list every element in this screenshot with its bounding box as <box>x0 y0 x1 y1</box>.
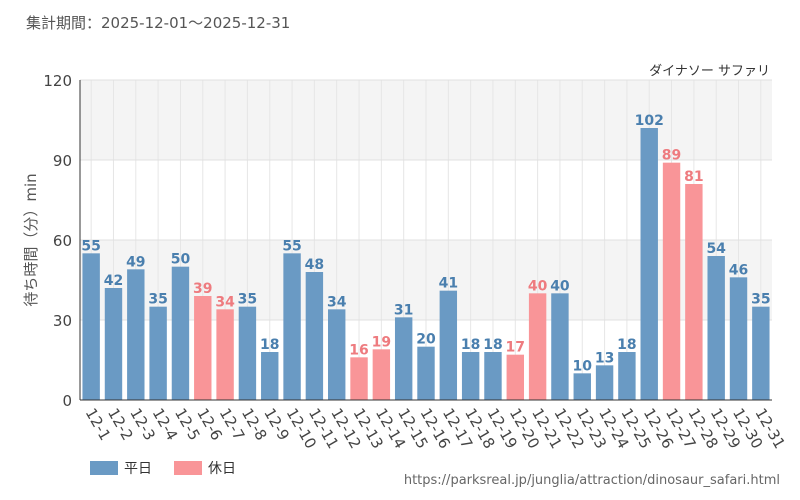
value-label: 18 <box>617 337 636 353</box>
bar-12-8 <box>238 306 257 400</box>
value-label: 18 <box>260 337 279 353</box>
value-label: 40 <box>550 278 570 294</box>
value-label: 10 <box>573 358 593 374</box>
bar-12-20 <box>506 354 524 400</box>
y-tick-label: 0 <box>62 392 72 410</box>
value-label: 54 <box>706 241 726 257</box>
bar-12-9 <box>261 352 279 400</box>
bar-12-23 <box>573 373 591 400</box>
bar-12-24 <box>595 365 614 400</box>
value-label: 18 <box>483 337 502 353</box>
chart-subtitle: ダイナソー サファリ <box>649 64 770 79</box>
y-axis-label: 待ち時間（分）min <box>22 173 40 306</box>
bar-12-4 <box>149 306 167 400</box>
y-tick-label: 120 <box>43 72 72 90</box>
value-label: 35 <box>751 292 770 308</box>
value-label: 42 <box>104 273 123 289</box>
value-label: 20 <box>416 332 436 348</box>
bar-12-2 <box>104 288 123 400</box>
bar-12-11 <box>305 272 324 400</box>
bar-12-1 <box>82 253 100 400</box>
value-label: 13 <box>595 350 614 366</box>
value-label: 102 <box>635 113 664 129</box>
value-label: 40 <box>528 278 548 294</box>
value-label: 35 <box>148 292 167 308</box>
legend-swatch-weekday <box>90 461 118 475</box>
bar-12-17 <box>439 290 458 400</box>
value-label: 34 <box>215 294 235 310</box>
bar-12-19 <box>484 352 502 400</box>
value-label: 31 <box>394 302 413 318</box>
value-label: 46 <box>729 262 748 278</box>
value-label: 34 <box>327 294 347 310</box>
bar-12-27 <box>662 162 681 400</box>
legend-item-weekday: 平日 <box>90 458 152 478</box>
y-tick-label: 30 <box>53 312 72 330</box>
legend-item-holiday: 休日 <box>174 458 236 478</box>
value-label: 50 <box>171 252 191 268</box>
legend-label-weekday: 平日 <box>124 461 152 477</box>
value-label: 17 <box>506 340 525 356</box>
legend: 平日 休日 <box>90 458 236 478</box>
y-tick-label: 90 <box>53 152 72 170</box>
period-label: 集計期間：2025-12-01～2025-12-31 <box>26 14 291 32</box>
bar-12-6 <box>194 296 212 400</box>
bar-12-18 <box>461 352 480 400</box>
bar-12-31 <box>752 306 770 400</box>
value-label: 41 <box>439 276 458 292</box>
bar-12-12 <box>328 309 346 400</box>
bar-12-29 <box>707 256 725 400</box>
bar-12-28 <box>685 184 703 400</box>
bar-12-16 <box>417 346 435 400</box>
bar-12-30 <box>729 277 748 400</box>
value-label: 35 <box>238 292 257 308</box>
bar-12-13 <box>350 357 368 400</box>
value-label: 39 <box>193 281 212 297</box>
value-label: 18 <box>461 337 480 353</box>
value-label: 19 <box>372 334 391 350</box>
legend-swatch-holiday <box>174 461 202 475</box>
value-label: 55 <box>81 238 100 254</box>
y-tick-label: 60 <box>53 232 72 250</box>
bar-12-14 <box>372 349 391 400</box>
bar-12-25 <box>618 352 636 400</box>
legend-label-holiday: 休日 <box>208 461 236 477</box>
value-label: 16 <box>349 342 368 358</box>
bar-12-22 <box>551 293 569 400</box>
bar-12-3 <box>127 269 145 400</box>
source-url: https://parksreal.jp/junglia/attraction/… <box>403 473 780 488</box>
bar-12-10 <box>283 253 301 400</box>
bar-12-15 <box>394 317 413 400</box>
value-label: 49 <box>126 254 145 270</box>
bar-12-5 <box>171 266 190 400</box>
value-label: 89 <box>662 148 681 164</box>
value-label: 81 <box>684 169 703 185</box>
value-label: 48 <box>305 257 324 273</box>
bar-12-7 <box>216 309 234 400</box>
bar-12-21 <box>528 293 547 400</box>
value-label: 55 <box>282 238 301 254</box>
bar-12-26 <box>640 128 658 400</box>
